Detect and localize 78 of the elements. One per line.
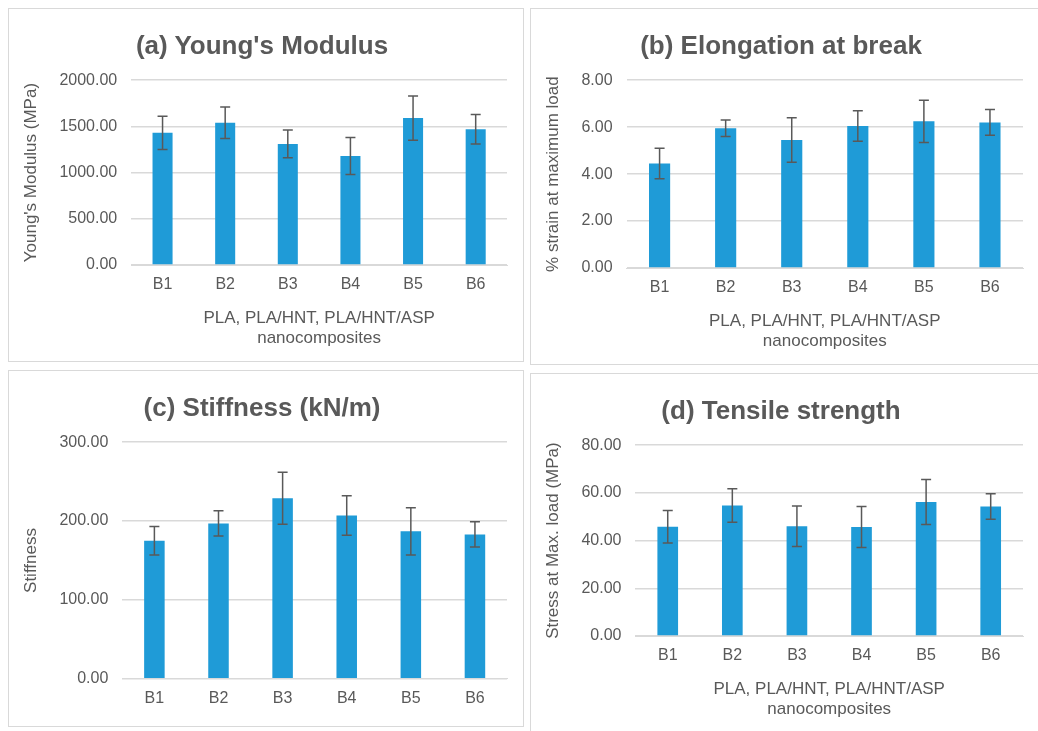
y-tick-label: 20.00 <box>581 578 622 596</box>
x-tick-label: B6 <box>980 278 1000 296</box>
x-tick-label: B4 <box>851 646 872 664</box>
x-tick-label: B1 <box>649 278 670 296</box>
chart-title: (b) Elongation at break <box>640 29 923 60</box>
x-tick-label: B2 <box>722 646 743 664</box>
chart-title: (c) Stiffness (kN/m) <box>143 391 381 422</box>
y-tick-label: 0.00 <box>590 626 622 644</box>
x-tick-label: B2 <box>215 275 236 293</box>
bar <box>915 501 937 636</box>
chart-title: (a) Young's Modulus <box>135 29 389 60</box>
x-tick-label: B1 <box>144 688 165 706</box>
bar <box>400 531 422 679</box>
bar <box>403 118 424 265</box>
x-tick-label: B5 <box>403 275 423 293</box>
bar <box>152 132 173 265</box>
bar <box>913 121 935 268</box>
x-tick-label: B1 <box>657 646 678 664</box>
y-tick-label: 0.00 <box>86 255 118 273</box>
x-tick-label: B3 <box>278 275 298 293</box>
x-tick-label: B5 <box>914 278 934 296</box>
y-axis-title: % strain at maximum load <box>542 76 562 272</box>
x-tick-label: B6 <box>465 275 486 293</box>
x-tick-label: B6 <box>980 646 1001 664</box>
bar <box>277 143 298 265</box>
bar <box>657 526 679 636</box>
y-tick-label: 1000.00 <box>59 163 118 181</box>
y-tick-label: 6.00 <box>581 117 613 135</box>
bar <box>649 163 671 268</box>
y-tick-label: 0.00 <box>77 669 109 687</box>
x-tick-label: B1 <box>152 275 173 293</box>
y-tick-label: 1500.00 <box>59 116 118 134</box>
y-axis-title: Young's Modulus (MPa) <box>20 82 40 263</box>
x-axis-title: PLA, PLA/HNT, PLA/HNT/ASP nanocomposites <box>709 311 941 351</box>
bar <box>272 498 293 679</box>
bar <box>721 505 743 636</box>
bar <box>144 540 165 679</box>
bar <box>786 526 808 636</box>
y-tick-label: 8.00 <box>581 70 613 88</box>
bar <box>340 155 361 265</box>
y-tick-label: 2000.00 <box>59 70 118 88</box>
bar <box>979 122 1001 268</box>
bar <box>465 129 486 265</box>
x-tick-label: B5 <box>401 688 421 706</box>
x-tick-label: B4 <box>340 275 361 293</box>
bar <box>215 122 236 265</box>
y-tick-label: 60.00 <box>581 483 622 501</box>
bar <box>847 125 869 268</box>
x-tick-label: B3 <box>781 278 802 296</box>
x-tick-label: B2 <box>715 278 736 296</box>
chart-title: (d) Tensile strength <box>661 394 901 425</box>
y-tick-label: 2.00 <box>581 211 613 229</box>
y-tick-label: 4.00 <box>581 164 613 182</box>
bar <box>208 523 229 679</box>
bar <box>781 140 803 268</box>
x-tick-label: B4 <box>848 278 868 296</box>
y-tick-label: 100.00 <box>59 590 109 608</box>
bar <box>336 515 357 679</box>
y-tick-label: 200.00 <box>59 511 109 529</box>
x-axis-title: PLA, PLA/HNT, PLA/HNT/ASP nanocomposites <box>203 308 435 348</box>
y-tick-label: 0.00 <box>581 258 613 276</box>
bar <box>715 128 737 268</box>
x-tick-label: B3 <box>787 646 807 664</box>
x-axis-title: PLA, PLA/HNT, PLA/HNT/ASP nanocomposites <box>713 679 945 719</box>
x-tick-label: B4 <box>336 688 357 706</box>
y-axis-title: Stress at Max. load (MPa) <box>542 442 562 639</box>
y-tick-label: 500.00 <box>68 209 118 227</box>
x-tick-label: B3 <box>272 688 293 706</box>
bar <box>851 527 872 636</box>
y-axis-title: Stiffness <box>20 528 40 593</box>
bar <box>980 506 1002 636</box>
y-tick-label: 40.00 <box>581 531 622 549</box>
y-tick-label: 80.00 <box>581 435 622 453</box>
x-tick-label: B2 <box>208 688 229 706</box>
x-tick-label: B6 <box>465 688 485 706</box>
x-tick-label: B5 <box>916 646 936 664</box>
bar <box>464 534 486 679</box>
y-tick-label: 300.00 <box>59 432 109 450</box>
